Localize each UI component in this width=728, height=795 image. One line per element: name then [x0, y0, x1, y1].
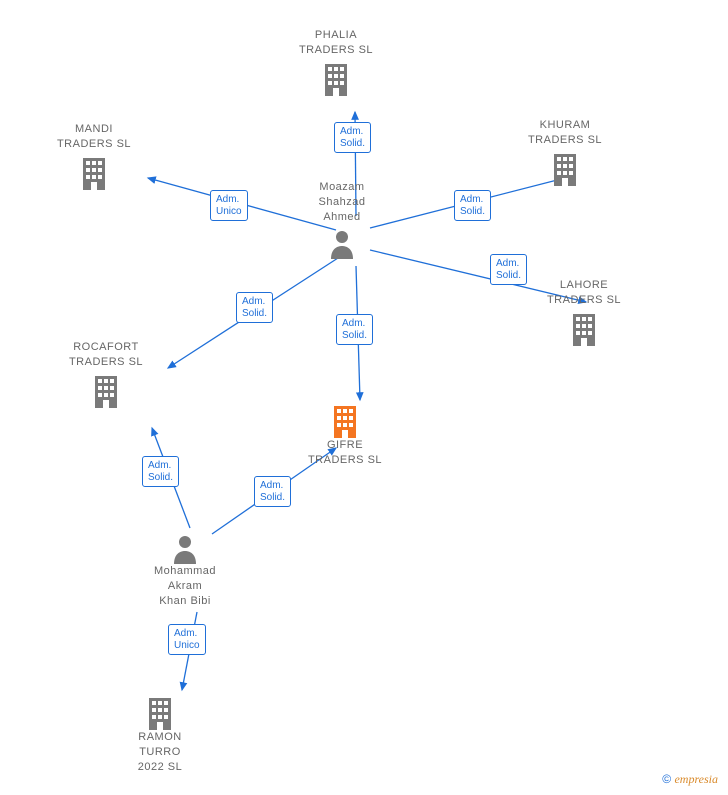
person-icon: [172, 534, 198, 564]
node-label: LAHORETRADERS SL: [529, 278, 639, 308]
edge-label-moazam-mandi: Adm.Unico: [210, 190, 248, 221]
building-icon: [91, 374, 121, 408]
building-icon: [550, 152, 580, 186]
person-node-moazam[interactable]: MoazamShahzadAhmed: [287, 180, 397, 259]
building-icon: [330, 404, 360, 438]
node-label: PHALIATRADERS SL: [281, 28, 391, 58]
company-node-ramon[interactable]: RAMONTURRO2022 SL: [105, 692, 215, 775]
building-icon: [145, 696, 175, 730]
edge-label-moazam-lahore: Adm.Solid.: [490, 254, 527, 285]
edge-label-mohammad-gifre: Adm.Solid.: [254, 476, 291, 507]
company-node-phalia[interactable]: PHALIATRADERS SL: [281, 28, 391, 96]
copyright-symbol: ©: [662, 772, 671, 786]
node-label: RAMONTURRO2022 SL: [105, 730, 215, 775]
network-diagram: PHALIATRADERS SL MANDITRADERS SL KHURAMT…: [0, 0, 728, 795]
copyright-brand: empresia: [674, 772, 718, 786]
person-icon: [329, 229, 355, 259]
edge-label-moazam-gifre: Adm.Solid.: [336, 314, 373, 345]
node-label: GIFRETRADERS SL: [290, 438, 400, 468]
building-icon: [321, 62, 351, 96]
node-label: ROCAFORTTRADERS SL: [51, 340, 161, 370]
company-node-rocafort[interactable]: ROCAFORTTRADERS SL: [51, 340, 161, 408]
node-label: KHURAMTRADERS SL: [510, 118, 620, 148]
edge-label-moazam-khuram: Adm.Solid.: [454, 190, 491, 221]
company-node-gifre[interactable]: GIFRETRADERS SL: [290, 400, 400, 468]
company-node-khuram[interactable]: KHURAMTRADERS SL: [510, 118, 620, 186]
edge-label-moazam-phalia: Adm.Solid.: [334, 122, 371, 153]
building-icon: [79, 156, 109, 190]
copyright: © empresia: [662, 772, 718, 787]
node-label: MANDITRADERS SL: [39, 122, 149, 152]
company-node-lahore[interactable]: LAHORETRADERS SL: [529, 278, 639, 346]
company-node-mandi[interactable]: MANDITRADERS SL: [39, 122, 149, 190]
node-label: MoazamShahzadAhmed: [287, 180, 397, 225]
edge-label-moazam-rocafort: Adm.Solid.: [236, 292, 273, 323]
person-node-mohammad[interactable]: MohammadAkramKhan Bibi: [130, 530, 240, 609]
node-label: MohammadAkramKhan Bibi: [130, 564, 240, 609]
building-icon: [569, 312, 599, 346]
edge-label-mohammad-ramon: Adm.Unico: [168, 624, 206, 655]
edge-label-mohammad-rocafort: Adm.Solid.: [142, 456, 179, 487]
